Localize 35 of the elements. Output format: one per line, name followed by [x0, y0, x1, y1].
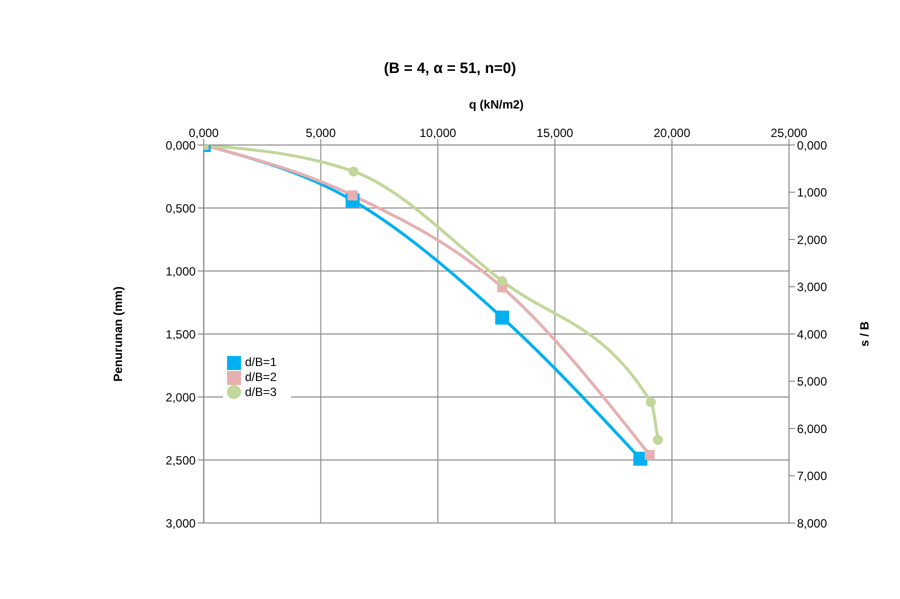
point [497, 276, 508, 286]
point [652, 434, 663, 445]
y-tick-label: 1,000 [166, 264, 196, 278]
point [646, 397, 656, 408]
chart-title: (B = 4, α = 51, n=0) [382, 60, 518, 77]
y2-tick-label: 4,000 [797, 327, 828, 342]
y2-tick-label: 6,000 [797, 422, 828, 436]
y2-tick-label: 0,000 [797, 138, 828, 152]
y2-tick-label: 5,000 [797, 374, 828, 389]
y2-tick-label: 8,000 [797, 516, 828, 530]
y2-tick-label: 2,000 [797, 232, 828, 247]
x-tick-label: 10,000 [419, 126, 456, 140]
y-tick-label: 0,000 [166, 138, 196, 152]
point [495, 310, 510, 325]
x-axis-title: q (kN/m2) [469, 98, 524, 112]
x-tick-label: 5,000 [306, 126, 336, 140]
y-axis-title: Penurunan (mm) [110, 286, 125, 382]
point [644, 450, 655, 460]
legend-label: d/B=3 [245, 384, 277, 399]
x-tick-label: 20,000 [654, 126, 691, 140]
y-tick-label: 3,000 [166, 516, 196, 530]
y2-tick-label: 1,000 [797, 186, 828, 200]
x-tick-label: 15,000 [536, 126, 574, 140]
y-tick-label: 1,500 [166, 327, 196, 342]
y-tick-label: 2,500 [166, 453, 196, 468]
y-tick-label: 2,000 [166, 390, 196, 404]
y2-axis-title: s / B [857, 320, 872, 347]
y2-tick-label: 7,000 [797, 469, 828, 484]
y2-tick-label: 3,000 [797, 280, 828, 294]
legend-label: d/B=1 [245, 355, 277, 369]
point [348, 166, 359, 176]
x-tick-label: 0,000 [188, 126, 220, 140]
y-tick-label: 0,500 [166, 201, 196, 216]
legend-label: d/B=2 [245, 370, 277, 384]
x-tick-label: 25,000 [770, 126, 808, 140]
